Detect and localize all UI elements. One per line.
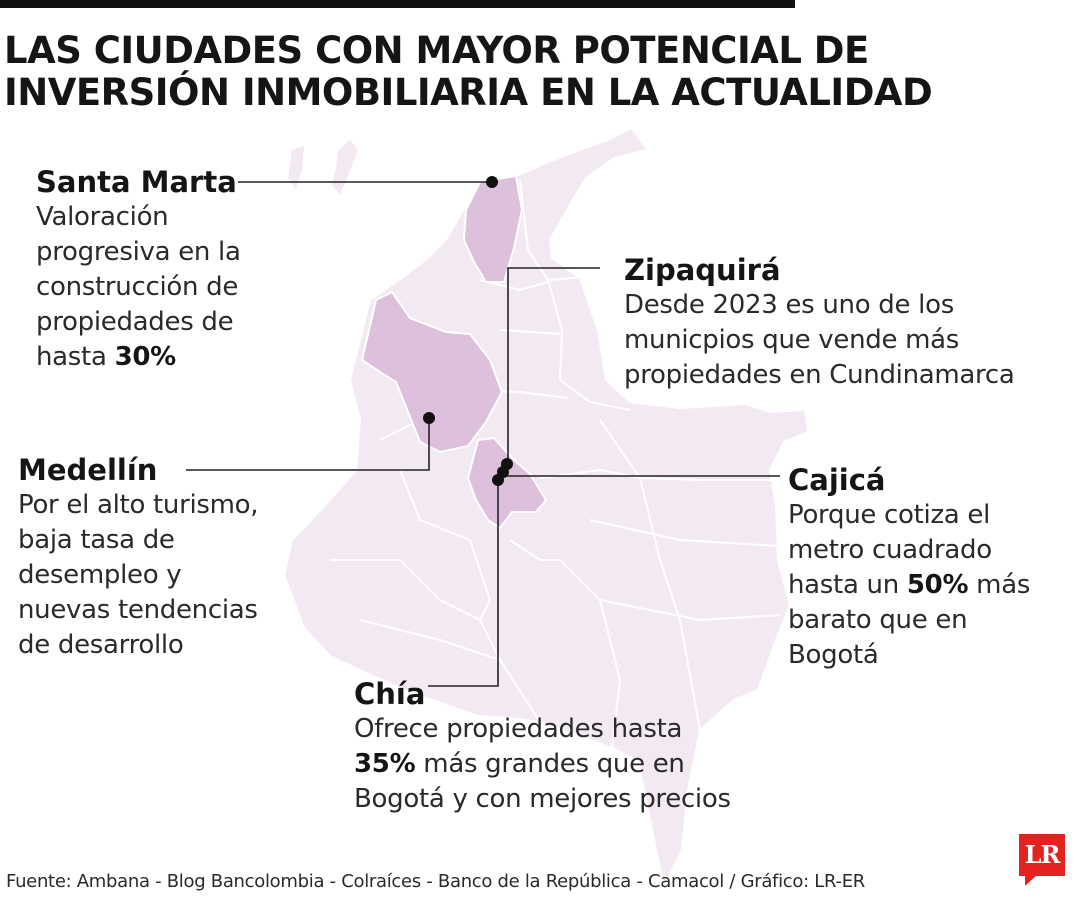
- title-line-2: INVERSIÓN INMOBILIARIA EN LA ACTUALIDAD: [4, 71, 933, 114]
- santa-marta-marker: [486, 176, 498, 188]
- chia-marker: [492, 474, 504, 486]
- providencia-island: [332, 140, 358, 194]
- zipaquira-desc-line: Desde 2023 es uno de los: [624, 290, 954, 320]
- source-credit: Fuente: Ambana - Blog Bancolombia - Colr…: [6, 871, 865, 892]
- cajica-name: Cajicá: [788, 463, 886, 497]
- chia-highlight: 35%: [354, 749, 416, 779]
- chia-name: Chía: [354, 677, 426, 711]
- lr-logo: LR: [1019, 834, 1065, 886]
- cajica-desc-line: Porque cotiza el: [788, 500, 991, 530]
- chia-description: Ofrece propiedades hasta 35% más grandes…: [354, 712, 731, 817]
- chia-desc-line: 35% más grandes que en: [354, 747, 731, 782]
- antioquia-department: [360, 290, 504, 454]
- santa-marta-desc-prefix: hasta: [36, 342, 115, 372]
- cajica-desc-line: barato que en: [788, 605, 968, 635]
- santa-marta-desc-line: progresiva en la: [36, 237, 241, 267]
- medellin-description: Por el alto turismo, baja tasa de desemp…: [18, 488, 259, 663]
- chia-callout: Chía Ofrece propiedades hasta 35% más gr…: [354, 676, 731, 817]
- zipaquira-desc-line: propiedades en Cundinamarca: [624, 360, 1015, 390]
- medellin-name: Medellín: [18, 453, 158, 487]
- santa-marta-highlight: 30%: [114, 342, 177, 372]
- zipaquira-name: Zipaquirá: [624, 253, 781, 287]
- magdalena-department: [462, 174, 524, 283]
- medellin-callout: Medellín Por el alto turismo, baja tasa …: [18, 452, 259, 663]
- top-rule: [0, 0, 795, 8]
- santa-marta-name: Santa Marta: [36, 165, 237, 199]
- medellin-leader: [186, 418, 430, 471]
- page-title: LAS CIUDADES CON MAYOR POTENCIAL DE INVE…: [4, 29, 933, 114]
- cajica-callout: Cajicá Porque cotiza el metro cuadrado h…: [788, 462, 1030, 673]
- cajica-highlight-suffix: más: [968, 570, 1031, 600]
- cajica-desc-line: metro cuadrado: [788, 535, 992, 565]
- title-line-1: LAS CIUDADES CON MAYOR POTENCIAL DE: [4, 29, 869, 72]
- medellin-desc-line: desempleo y: [18, 560, 182, 590]
- city-markers: [423, 176, 513, 486]
- cajica-desc-line: hasta un 50% más: [788, 568, 1030, 603]
- medellin-desc-line: nuevas tendencias: [18, 595, 258, 625]
- chia-desc-line: Bogotá y con mejores precios: [354, 784, 731, 814]
- medellin-desc-line: Por el alto turismo,: [18, 490, 259, 520]
- medellin-desc-line: baja tasa de: [18, 525, 175, 555]
- santa-marta-desc-line: hasta 30%: [36, 340, 241, 375]
- cajica-description: Porque cotiza el metro cuadrado hasta un…: [788, 498, 1030, 673]
- cajica-highlight: 50%: [906, 570, 969, 600]
- cajica-desc-line: Bogotá: [788, 640, 879, 670]
- colombia-mainland: [282, 126, 810, 892]
- medellin-desc-line: de desarrollo: [18, 630, 184, 660]
- zipaquira-description: Desde 2023 es uno de los municpios que v…: [624, 288, 1015, 393]
- santa-marta-desc-line: construcción de: [36, 272, 239, 302]
- chia-leader: [428, 478, 499, 687]
- leader-lines: [186, 181, 780, 687]
- santa-marta-desc-line: propiedades de: [36, 307, 234, 337]
- cajica-highlight-prefix: hasta un: [788, 570, 907, 600]
- medellin-marker: [423, 412, 435, 424]
- santa-marta-callout: Santa Marta Valoración progresiva en la …: [36, 164, 241, 375]
- zipaquira-callout: Zipaquirá Desde 2023 es uno de los munic…: [624, 252, 1015, 393]
- santa-marta-desc-line: Valoración: [36, 202, 169, 232]
- chia-desc-line: Ofrece propiedades hasta: [354, 714, 683, 744]
- zipaquira-desc-line: municpios que vende más: [624, 325, 960, 355]
- zipaquira-leader: [507, 267, 600, 462]
- santa-marta-description: Valoración progresiva en la construcción…: [36, 200, 241, 375]
- chia-highlight-suffix: más grandes que en: [415, 749, 685, 779]
- san-andres-island: [288, 146, 304, 190]
